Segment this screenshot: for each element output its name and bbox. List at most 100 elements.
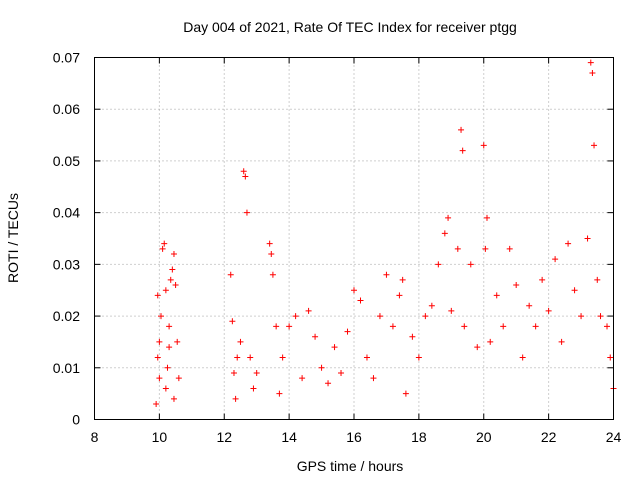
- data-point: [154, 354, 161, 361]
- data-point: [459, 147, 466, 154]
- data-point: [519, 354, 526, 361]
- plot-frame: [94, 57, 614, 420]
- data-point: [578, 313, 585, 320]
- data-point: [474, 344, 481, 351]
- data-point: [584, 235, 591, 242]
- data-point: [305, 307, 312, 314]
- data-point: [597, 313, 604, 320]
- x-tick-label: 16: [346, 429, 362, 445]
- data-points: [153, 59, 617, 407]
- data-point: [234, 354, 241, 361]
- data-point: [454, 245, 461, 252]
- data-point: [493, 292, 500, 299]
- data-point: [172, 282, 179, 289]
- x-tick-label: 12: [216, 429, 232, 445]
- data-point: [268, 251, 275, 258]
- data-point: [571, 287, 578, 294]
- data-point: [594, 276, 601, 283]
- data-point: [162, 287, 169, 294]
- grid: [94, 57, 614, 420]
- data-point: [458, 126, 465, 133]
- x-axis-label: GPS time / hours: [297, 458, 404, 474]
- data-point: [159, 245, 166, 252]
- y-tick-label: 0.01: [53, 360, 80, 376]
- data-point: [312, 333, 319, 340]
- x-tick-label: 8: [91, 429, 99, 445]
- data-point: [539, 276, 546, 283]
- data-point: [162, 385, 169, 392]
- data-point: [243, 209, 250, 216]
- data-point: [166, 323, 173, 330]
- y-tick-label: 0.07: [53, 50, 80, 66]
- data-point: [253, 369, 260, 376]
- data-point: [154, 292, 161, 299]
- data-point: [526, 302, 533, 309]
- data-point: [344, 328, 351, 335]
- data-point: [242, 173, 249, 180]
- data-point: [487, 338, 494, 345]
- x-tick-labels: 8 10 12 14 16 18 20 22 24: [91, 429, 622, 445]
- data-point: [166, 344, 173, 351]
- data-point: [396, 292, 403, 299]
- data-point: [480, 142, 487, 149]
- data-point: [415, 354, 422, 361]
- data-point: [269, 271, 276, 278]
- data-point: [164, 364, 171, 371]
- data-point: [607, 354, 614, 361]
- chart-title: Day 004 of 2021, Rate Of TEC Index for r…: [183, 19, 517, 35]
- data-point: [445, 214, 452, 221]
- data-point: [357, 297, 364, 304]
- data-point: [376, 313, 383, 320]
- y-tick-label: 0.02: [53, 308, 80, 324]
- data-point: [331, 344, 338, 351]
- data-point: [161, 240, 168, 247]
- data-point: [422, 313, 429, 320]
- data-point: [461, 323, 468, 330]
- data-point: [467, 261, 474, 268]
- data-point: [370, 375, 377, 382]
- data-point: [483, 214, 490, 221]
- x-tick-label: 18: [411, 429, 427, 445]
- data-point: [170, 395, 177, 402]
- data-point: [156, 338, 163, 345]
- data-point: [402, 390, 409, 397]
- data-point: [409, 333, 416, 340]
- data-point: [552, 256, 559, 263]
- data-point: [237, 338, 244, 345]
- data-point: [428, 302, 435, 309]
- x-tick-label: 22: [541, 429, 557, 445]
- data-point: [399, 276, 406, 283]
- data-point: [167, 276, 174, 283]
- data-point: [229, 318, 236, 325]
- data-point: [351, 287, 357, 294]
- data-point: [441, 230, 448, 237]
- data-point: [227, 271, 234, 278]
- data-point: [389, 323, 396, 330]
- data-point: [383, 271, 390, 278]
- data-point: [338, 369, 345, 376]
- data-point: [232, 395, 239, 402]
- data-point: [448, 307, 455, 314]
- data-point: [513, 282, 520, 289]
- data-point: [247, 354, 254, 361]
- data-point: [250, 385, 257, 392]
- data-point: [318, 364, 325, 371]
- data-point: [292, 313, 299, 320]
- y-tick-label: 0.05: [53, 153, 80, 169]
- data-point: [363, 354, 370, 361]
- data-point: [174, 338, 181, 345]
- data-point: [276, 390, 283, 397]
- data-point: [589, 70, 596, 77]
- data-point: [500, 323, 507, 330]
- data-point: [240, 168, 247, 175]
- data-point: [587, 59, 594, 66]
- data-point: [169, 266, 176, 273]
- x-tick-label: 24: [606, 429, 622, 445]
- data-point: [230, 369, 237, 376]
- data-point: [156, 375, 163, 382]
- data-point: [558, 338, 565, 345]
- y-tick-label: 0: [72, 412, 80, 428]
- y-axis-label: ROTI / TECUs: [5, 193, 21, 283]
- y-tick-label: 0.04: [53, 205, 80, 221]
